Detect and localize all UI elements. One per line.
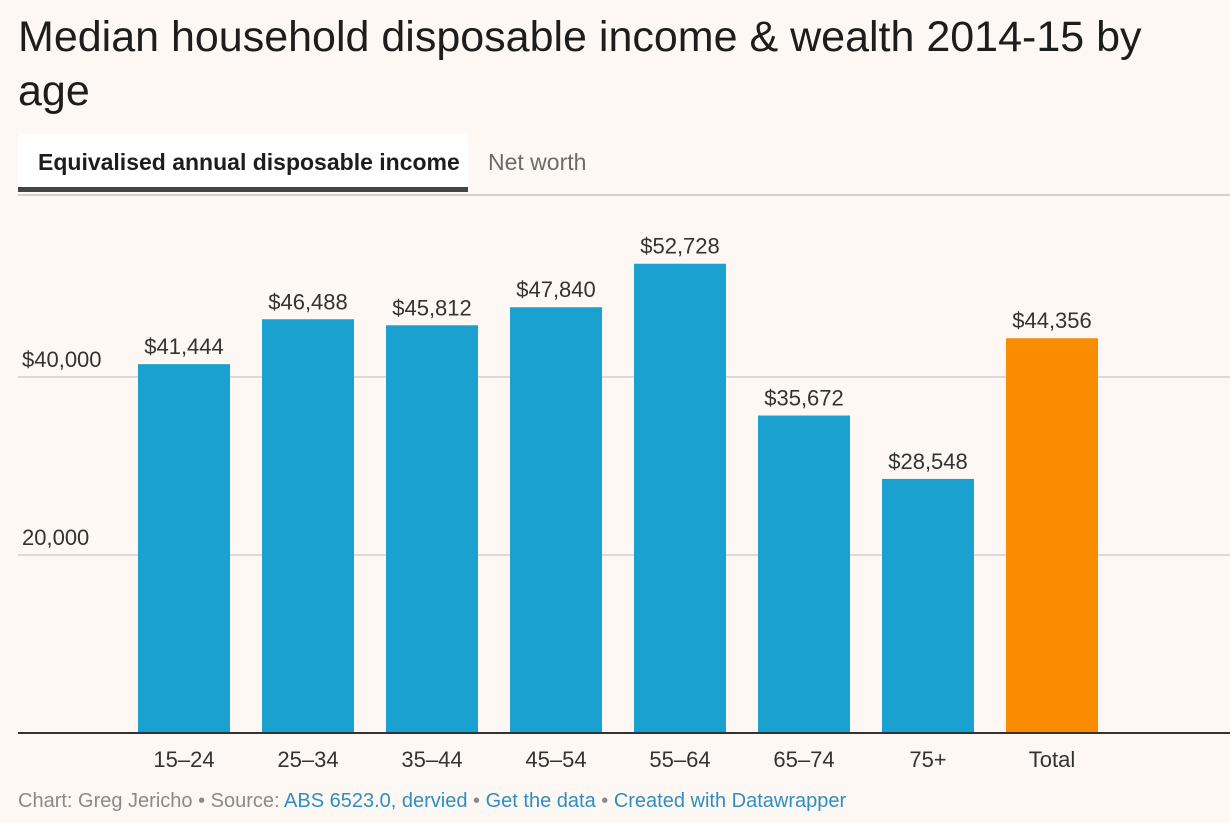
- tab-net-worth[interactable]: Net worth: [488, 149, 587, 175]
- bar-15–24: [138, 364, 230, 733]
- value-label: $28,548: [888, 449, 968, 474]
- x-tick-label: 55–64: [649, 747, 710, 772]
- bar-Total: [1006, 338, 1098, 733]
- footer-source-prefix: Chart: Greg Jericho • Source:: [18, 790, 285, 812]
- bar-25–34: [262, 319, 354, 733]
- value-labels: $41,444 $46,488 $45,812 $47,840 $52,728 $35,6…: [144, 234, 1092, 474]
- x-tick-label: 25–34: [277, 747, 338, 772]
- bar-65–74: [758, 415, 850, 733]
- source-link[interactable]: ABS 6523.0, dervied: [284, 790, 468, 812]
- value-label: $47,840: [516, 277, 596, 302]
- footer-separator: •: [595, 790, 614, 812]
- x-tick-label: 65–74: [773, 747, 834, 772]
- value-label: $45,812: [392, 295, 472, 320]
- value-label: $35,672: [764, 386, 844, 411]
- y-tick-label: 20,000: [22, 525, 89, 550]
- x-tick-label: 15–24: [153, 747, 214, 772]
- bar-75+: [882, 478, 974, 733]
- x-axis: 15–24 25–34 35–44 45–54 55–64 65–74 75+ Total: [18, 732, 1230, 772]
- x-tick-label: 75+: [909, 747, 946, 772]
- tab-disposable-income[interactable]: Equivalised annual disposable income: [18, 134, 468, 192]
- get-data-link[interactable]: Get the data: [485, 790, 596, 812]
- bar-45–54: [510, 307, 602, 733]
- footer-credits: Chart: Greg Jericho • Source: ABS 6523.0…: [18, 790, 846, 813]
- tab-bar: Equivalised annual disposable income Net…: [18, 134, 1230, 196]
- bar-55–64: [634, 263, 726, 733]
- bars: [138, 263, 1098, 733]
- chart-title: Median household disposable income & wea…: [18, 13, 1142, 115]
- bar-35–44: [386, 325, 478, 733]
- value-label: $46,488: [268, 289, 348, 314]
- y-tick-label: $40,000: [22, 347, 102, 372]
- value-label: $41,444: [144, 334, 224, 359]
- x-tick-label: Total: [1029, 747, 1075, 772]
- value-label: $44,356: [1012, 308, 1092, 333]
- bar-chart: 20,000 $40,000 $41,444 $46,488 $45,812 $47,8…: [18, 234, 1230, 772]
- footer-separator: •: [467, 790, 486, 812]
- datawrapper-link[interactable]: Created with Datawrapper: [613, 790, 847, 812]
- x-tick-label: 35–44: [401, 747, 462, 772]
- x-tick-label: 45–54: [525, 747, 586, 772]
- value-label: $52,728: [640, 234, 720, 259]
